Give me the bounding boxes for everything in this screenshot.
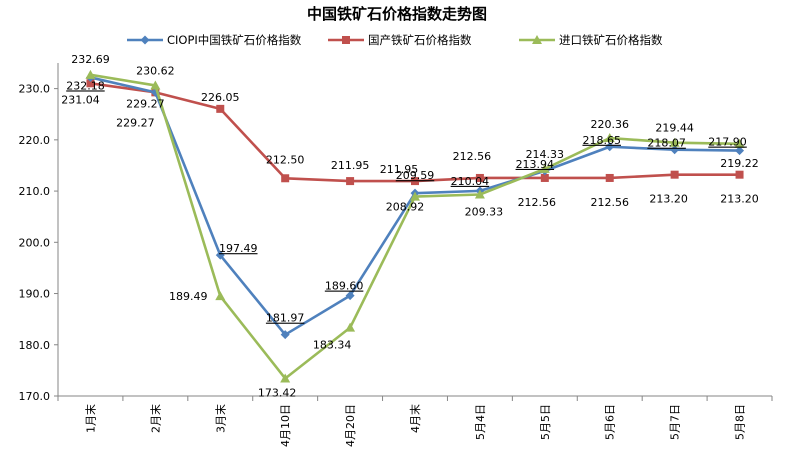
data-label: 210.04 [451,175,490,188]
data-label: 217.90 [708,136,747,149]
data-point-square [540,173,549,182]
axes: 170.0 180.0 190.0 200.0 210.0 220.0 230.0 1月末 2月… [19,63,773,447]
y-tick-label: 190.0 [19,288,51,301]
data-label: 218.07 [647,137,686,150]
data-point-triangle [669,137,680,147]
data-point-triangle [280,373,291,383]
data-label: 232.69 [71,53,110,66]
data-point-square [411,177,419,186]
x-tick-label: 1月末 [83,404,97,433]
x-tick-label: 4月20日 [344,404,357,447]
x-tick-label: 5月7日 [669,404,682,440]
legend-item-1: 国产铁矿石价格指数 [328,33,472,47]
data-label: 220.36 [590,118,629,131]
chart-title: 中国铁矿石价格指数走势图 [307,5,487,23]
data-label: 213.94 [516,158,555,171]
data-point-triangle [410,191,420,201]
legend-label: 进口铁矿石价格指数 [559,33,663,47]
data-label: 189.49 [169,290,208,303]
data-label: 183.34 [313,339,352,352]
data-label: 214.33 [526,148,565,161]
legend: CIOPI中国铁矿石价格指数 国产铁矿石价格指数 进口铁矿石价格指数 [127,33,663,47]
y-tick-label: 210.0 [19,185,51,198]
data-label: 229.27 [116,116,155,129]
x-tick-label: 5月5日 [539,404,552,440]
y-tick-label: 220.0 [19,134,51,147]
data-point-square [735,170,744,179]
data-point-diamond [280,330,290,340]
data-label: 230.62 [136,64,175,77]
data-label: 212.56 [590,196,629,209]
data-label: 209.59 [396,169,435,182]
data-label: 212.50 [266,153,305,166]
legend-label: CIOPI中国铁矿石价格指数 [167,33,302,47]
data-label: 211.95 [331,159,370,172]
data-point-square [670,170,679,179]
data-point-square [86,79,95,88]
data-point-square [346,177,355,186]
series-line [90,73,740,380]
series-2 [85,69,745,383]
data-label: 212.56 [518,196,557,209]
data-point-diamond [605,142,615,152]
data-label: 197.49 [219,242,258,255]
data-labels: 232.18 229.27 197.49 181.97 189.60 209.59 210.… [61,53,759,400]
data-label: 212.56 [453,150,492,163]
data-label: 226.05 [201,91,240,104]
x-tick-label: 4月末 [408,404,422,433]
y-tick-label: 230.0 [19,83,51,96]
data-label: 219.22 [720,157,759,170]
data-point-diamond [670,145,680,155]
x-tick-label: 2月末 [148,404,162,433]
y-tick-label: 180.0 [19,339,51,352]
legend-item-0: CIOPI中国铁矿石价格指数 [127,33,302,47]
data-point-triangle [345,322,356,332]
data-point-triangle [539,163,550,173]
x-tick-label: 5月6日 [604,404,617,440]
data-label: 219.44 [655,122,694,135]
data-point-triangle [150,80,161,90]
data-label: 181.97 [266,312,305,325]
data-point-square [475,173,484,182]
data-label: 229.27 [126,97,165,110]
data-label: 209.33 [465,206,504,219]
legend-label: 国产铁矿石价格指数 [368,33,472,47]
x-tick-label: 5月4日 [474,404,487,440]
data-point-triangle [85,69,96,79]
data-point-square [281,174,290,183]
x-tick-label: 4月10日 [279,404,292,447]
data-label: 213.20 [649,193,688,206]
data-label: 211.95 [380,163,419,176]
data-label: 208.92 [386,201,425,214]
data-point-square [605,173,614,182]
series-layer [85,69,745,383]
data-point-triangle [604,133,615,143]
data-point-diamond [215,250,225,260]
data-point-triangle [474,189,485,199]
data-point-diamond [140,35,150,45]
data-label: 232.18 [66,79,105,92]
y-tick-label: 200.0 [19,236,51,249]
data-point-triangle [532,35,542,44]
data-label: 218.65 [582,134,621,147]
data-label: 213.20 [720,193,759,206]
data-point-square [216,104,225,113]
data-label: 231.04 [61,93,100,106]
data-point-triangle [215,291,226,301]
data-point-diamond [735,146,745,156]
x-tick-label: 3月末 [213,404,227,433]
y-tick-label: 170.0 [19,390,51,403]
data-point-square [342,36,350,44]
data-point-diamond [345,291,355,301]
x-tick-label: 5月8日 [734,404,747,440]
data-label: 173.42 [258,386,297,399]
data-point-triangle [734,138,745,148]
legend-item-2: 进口铁矿石价格指数 [519,33,663,47]
data-label: 189.60 [325,280,364,293]
